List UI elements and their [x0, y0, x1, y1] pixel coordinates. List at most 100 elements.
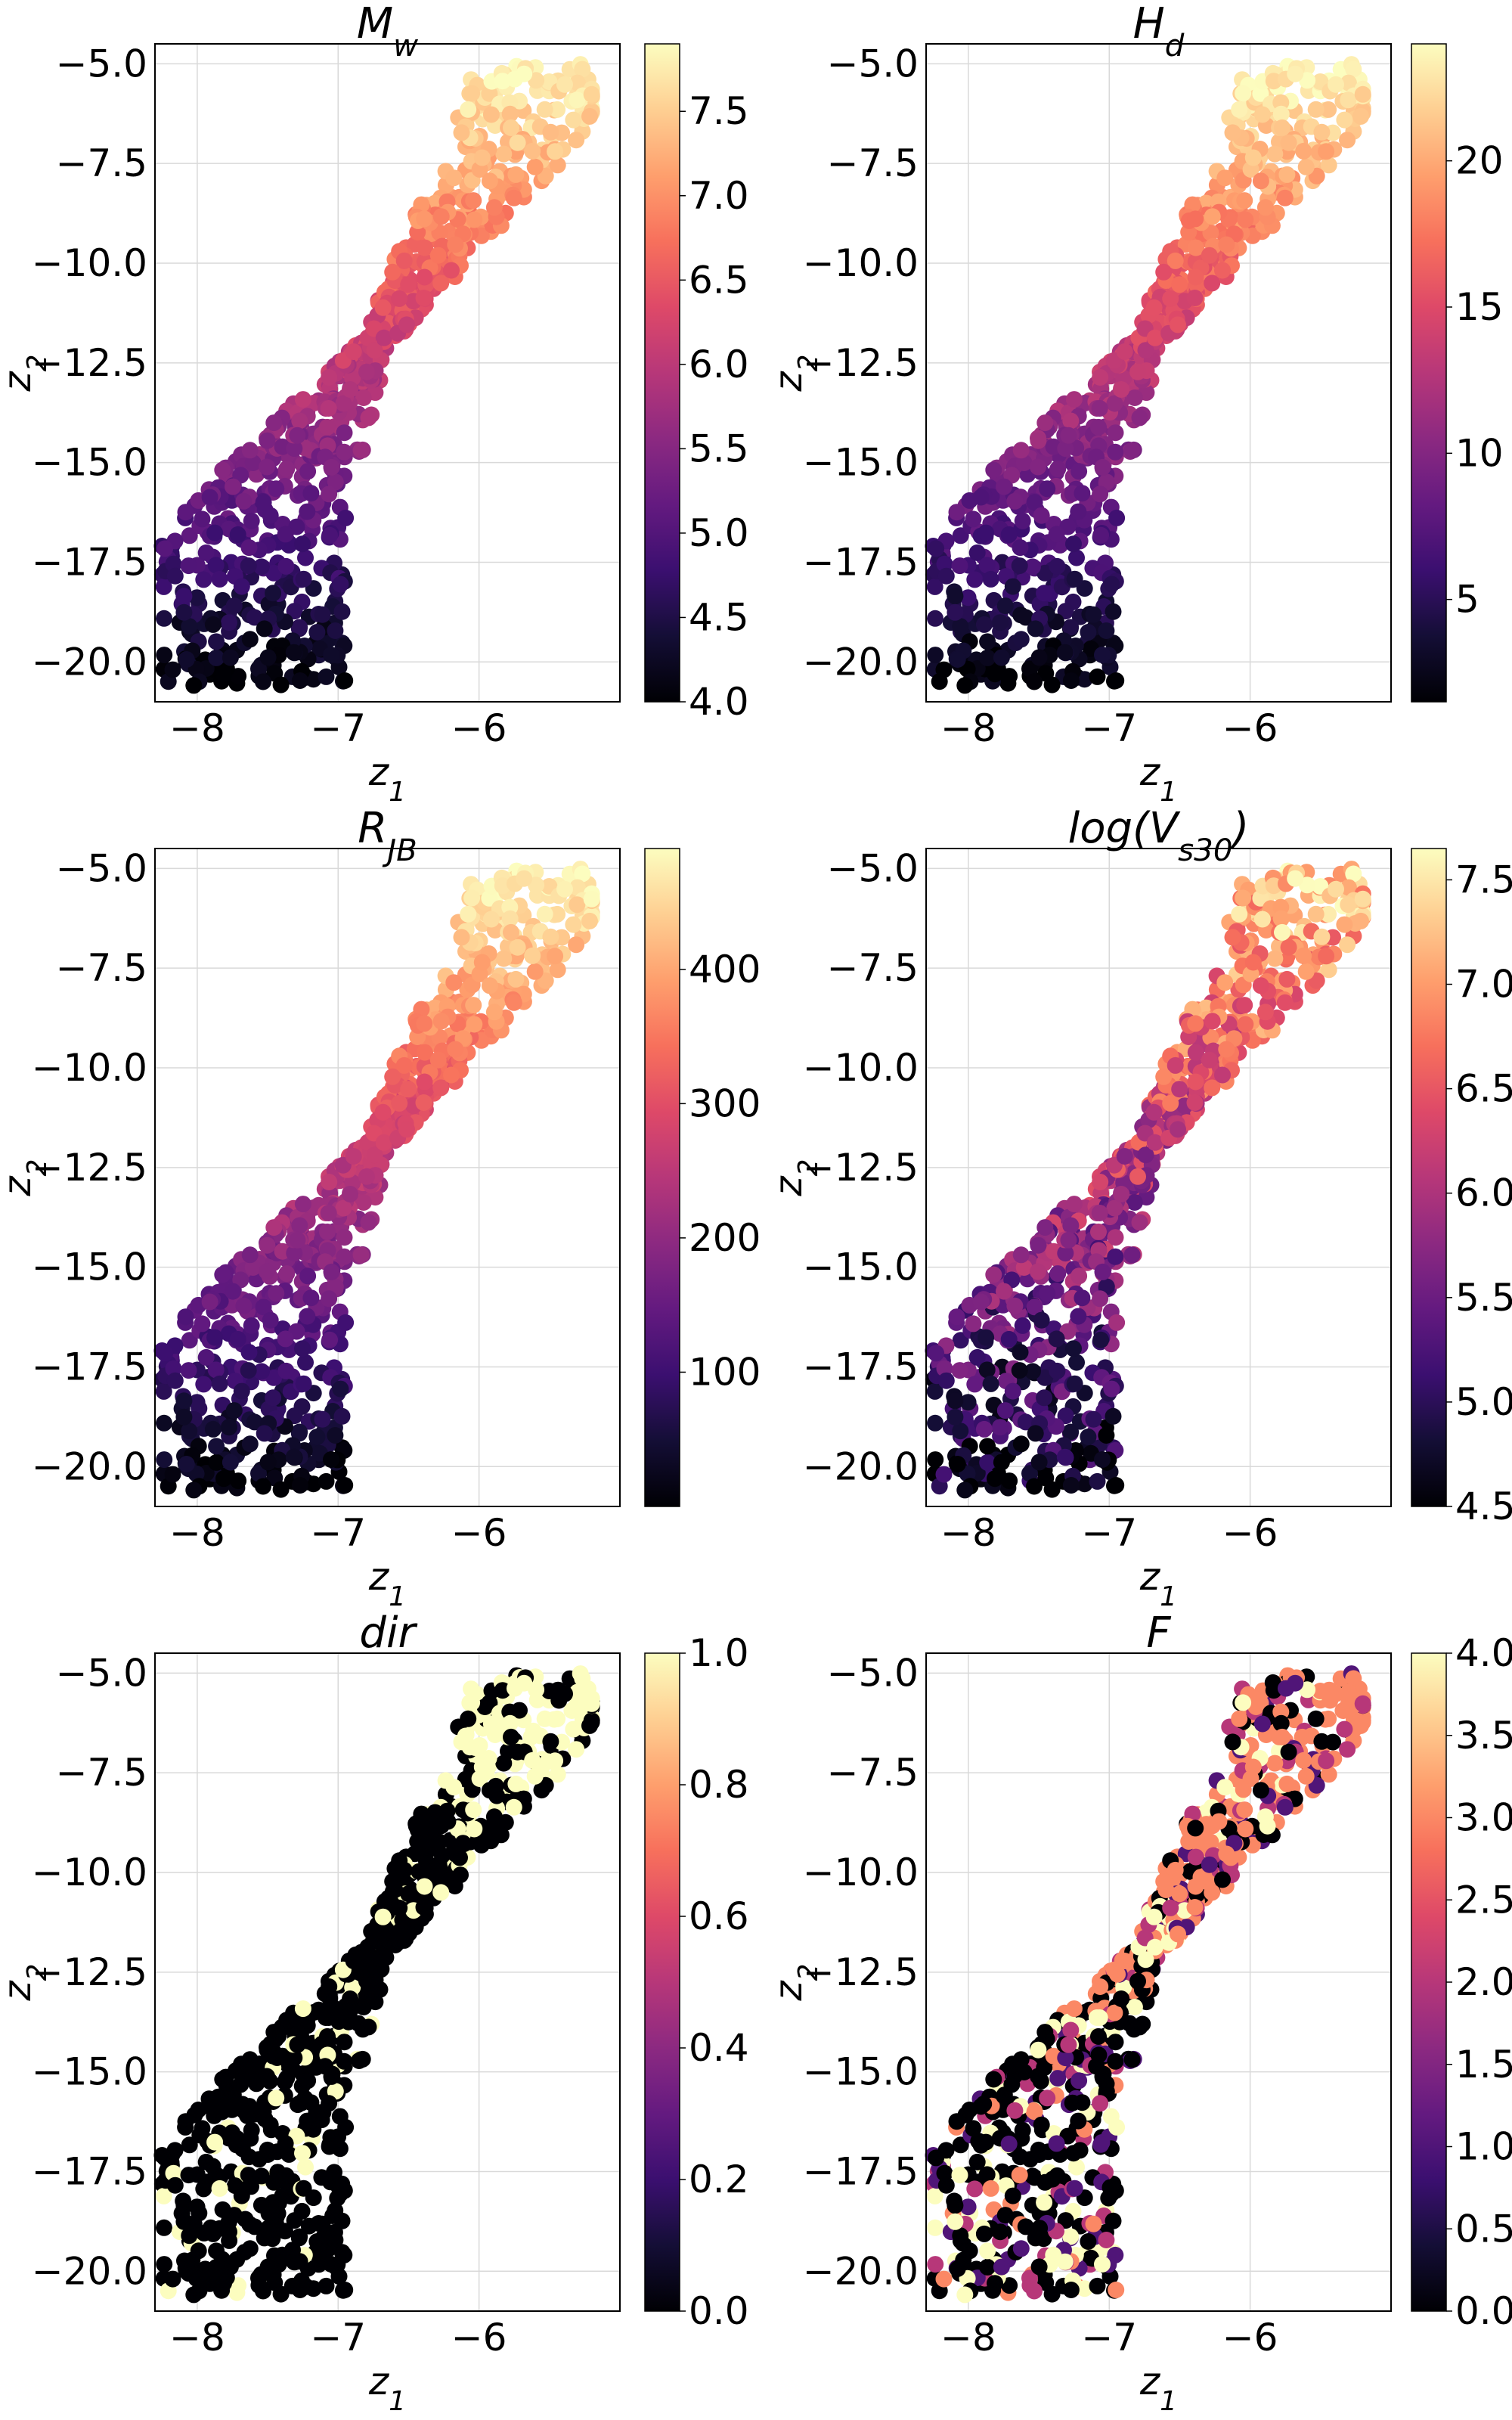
scatter-point — [1108, 1477, 1125, 1494]
scatter-point — [1237, 1016, 1254, 1033]
scatter-point — [495, 950, 513, 967]
scatter-point — [291, 1217, 308, 1234]
scatter-point — [194, 2120, 211, 2137]
scatter-point — [524, 1751, 541, 1769]
scatter-point — [1354, 890, 1371, 908]
colorbar-tick-label: 0.4 — [689, 2026, 749, 2070]
scatter-point — [1235, 889, 1252, 907]
scatter-point — [166, 567, 184, 585]
scatter-point — [1266, 1754, 1284, 1772]
scatter-point — [265, 414, 283, 432]
scatter-point — [1113, 1186, 1130, 1202]
scatter-point — [259, 1263, 275, 1280]
scatter-point — [1345, 60, 1362, 78]
scatter-point — [1107, 443, 1124, 461]
scatter-point — [294, 1196, 311, 1213]
scatter-point — [947, 603, 964, 621]
scatter-point — [1080, 624, 1097, 641]
scatter-point — [250, 660, 267, 678]
scatter-point — [1036, 1389, 1053, 1407]
scatter-point — [1074, 485, 1091, 502]
y-tick-label: −15.0 — [803, 1246, 919, 1289]
scatter-point — [285, 2253, 302, 2270]
scatter-point — [987, 666, 1003, 683]
scatter-point — [1030, 649, 1048, 666]
scatter-point — [206, 524, 224, 541]
scatter-point — [1103, 2185, 1120, 2202]
scatter-point — [299, 2112, 316, 2130]
scatter-point — [336, 443, 353, 461]
scatter-point — [1328, 76, 1344, 93]
scatter-point — [556, 880, 573, 898]
scatter-point — [1123, 1246, 1141, 1264]
scatter-point — [235, 2102, 253, 2119]
scatter-point — [352, 442, 370, 459]
scatter-point — [374, 1908, 392, 1925]
scatter-point — [166, 2176, 184, 2194]
scatter-point — [262, 1311, 279, 1329]
scatter-point — [229, 2135, 246, 2152]
scatter-point — [987, 2275, 1003, 2292]
colorbar-tick-label: 0.0 — [1455, 2289, 1512, 2333]
scatter-point — [443, 262, 460, 279]
scatter-point — [1155, 263, 1173, 281]
scatter-point — [175, 2213, 193, 2230]
scatter-point — [460, 1710, 477, 1727]
scatter-point — [241, 2051, 259, 2068]
scatter-point — [1024, 558, 1041, 576]
scatter-point — [1276, 994, 1294, 1011]
scatter-point — [556, 76, 573, 93]
scatter-point — [241, 631, 259, 648]
scatter-point — [1108, 2282, 1125, 2298]
scatter-point — [481, 1782, 498, 1799]
scatter-point — [992, 2223, 1009, 2241]
scatter-point — [542, 123, 559, 141]
scatter-point — [337, 509, 355, 526]
scatter-point — [1352, 107, 1369, 125]
scatter-point — [1066, 570, 1083, 588]
scatter-point — [225, 2207, 243, 2224]
scatter-point — [277, 1330, 294, 1348]
scatter-point — [416, 210, 433, 228]
scatter-point — [355, 1194, 372, 1211]
x-tick-label: −6 — [451, 1511, 507, 1555]
scatter-point — [195, 1376, 212, 1393]
scatter-point — [1187, 1073, 1204, 1091]
scatter-point — [1048, 526, 1065, 543]
colorbar — [1411, 848, 1447, 1507]
scatter-point — [1297, 963, 1315, 980]
scatter-point — [1214, 1066, 1231, 1084]
scatter-point — [432, 1817, 450, 1835]
scatter-point — [1186, 1094, 1204, 1111]
scatter-point — [358, 1972, 375, 1990]
scatter-point — [982, 2180, 999, 2197]
scatter-point — [526, 963, 544, 980]
scatter-point — [1006, 2102, 1024, 2119]
scatter-point — [215, 1470, 232, 1488]
colorbar-tick-label: 1.0 — [1455, 2125, 1512, 2169]
scatter-point — [1014, 512, 1031, 529]
colorbar-tick-label: 400 — [689, 948, 761, 991]
scatter-point — [259, 432, 276, 449]
scatter-point — [1201, 1856, 1218, 1873]
scatter-point — [443, 1871, 460, 1888]
scatter-point — [286, 1407, 303, 1425]
scatter-point — [416, 1073, 433, 1091]
scatter-point — [1056, 2253, 1074, 2270]
scatter-point — [1340, 1701, 1357, 1718]
scatter-point — [1026, 673, 1043, 690]
scatter-point — [336, 1477, 354, 1494]
scatter-point — [1129, 363, 1146, 380]
scatter-point — [978, 524, 995, 541]
x-tick-label: −7 — [1081, 1511, 1137, 1555]
colorbar — [1411, 1652, 1447, 2312]
scatter-point — [466, 1820, 483, 1838]
scatter-point — [937, 2176, 955, 2194]
colorbar-tick-label: 6.5 — [1455, 1067, 1512, 1111]
scatter-point — [398, 316, 415, 334]
colorbar-tick-label: 6.0 — [1455, 1171, 1512, 1215]
scatter-point — [1103, 576, 1120, 593]
colorbar-tick-label: 7.0 — [1455, 963, 1512, 1007]
scatter-point — [178, 2260, 195, 2277]
scatter-point — [568, 132, 585, 149]
